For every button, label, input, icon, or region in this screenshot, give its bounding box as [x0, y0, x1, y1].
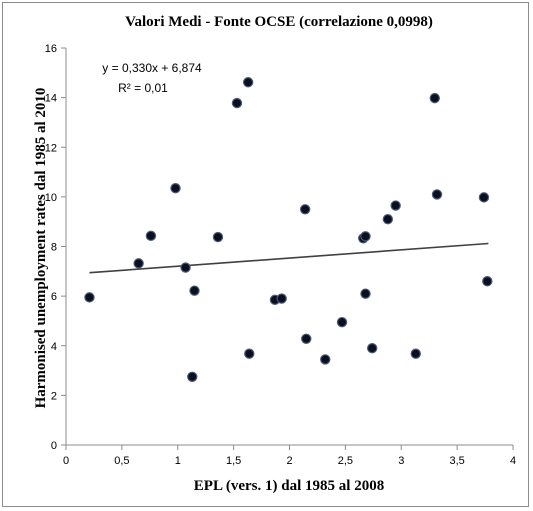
- data-point: [299, 204, 311, 215]
- data-point: [320, 354, 331, 365]
- y-tick-label: 10: [45, 192, 57, 204]
- data-point: [244, 348, 255, 359]
- y-tick-label: 8: [51, 242, 57, 254]
- x-tick-label: 4: [510, 455, 516, 467]
- data-point: [242, 77, 254, 88]
- data-point: [145, 230, 157, 242]
- data-points: [84, 77, 493, 382]
- data-point: [301, 333, 312, 345]
- data-point: [133, 258, 144, 269]
- trendline-equation: y = 0,330x + 6,874: [102, 61, 202, 75]
- y-tick-labels: 0 2 4 6 8 10 12 14 16: [45, 43, 57, 452]
- data-point: [478, 192, 490, 203]
- y-tick-label: 6: [51, 291, 57, 303]
- data-point: [336, 316, 348, 328]
- data-point: [482, 276, 493, 287]
- plot-axes: [61, 47, 514, 450]
- data-point: [390, 200, 401, 211]
- trendline: [89, 242, 489, 274]
- data-point: [431, 189, 443, 200]
- data-point: [84, 292, 95, 303]
- data-point: [189, 285, 200, 296]
- y-tick-label: 16: [45, 43, 57, 55]
- data-point: [187, 371, 198, 382]
- x-tick-label: 2,5: [338, 455, 353, 467]
- data-point: [212, 231, 224, 243]
- data-point: [360, 231, 371, 242]
- trendline-group: [89, 242, 489, 274]
- chart-title: Valori Medi - Fonte OCSE (correlazione 0…: [125, 14, 433, 30]
- chart-frame: [2, 2, 529, 507]
- data-point: [366, 343, 378, 354]
- y-tick-label: 4: [51, 341, 57, 353]
- trendline-r-squared: R² = 0,01: [118, 81, 168, 95]
- x-axis-label: EPL (vers. 1) dal 1985 al 2008: [194, 478, 384, 494]
- y-tick-label: 2: [51, 390, 57, 402]
- x-tick-label: 1: [175, 455, 181, 467]
- y-tick-label: 12: [45, 142, 57, 154]
- y-axis-label: Harmonised unemployment rates dal 1985 a…: [33, 88, 49, 409]
- x-tick-label: 2: [286, 455, 292, 467]
- x-tick-label: 3: [398, 455, 404, 467]
- data-point: [231, 97, 243, 109]
- y-tick-label: 14: [45, 93, 57, 105]
- data-point: [180, 262, 191, 273]
- x-tick-label: 0: [63, 455, 69, 467]
- x-tick-label: 0,5: [114, 455, 129, 467]
- y-tick-label: 0: [51, 440, 57, 452]
- data-point: [429, 92, 440, 104]
- data-point: [276, 293, 287, 304]
- data-point: [360, 288, 371, 299]
- data-point: [382, 214, 394, 225]
- x-tick-label: 1,5: [226, 455, 241, 467]
- x-tick-label: 3,5: [449, 455, 464, 467]
- data-point: [410, 348, 421, 359]
- x-tick-labels: 0 0,5 1 1,5 2 2,5 3 3,5 4: [63, 455, 516, 467]
- data-point: [170, 182, 181, 194]
